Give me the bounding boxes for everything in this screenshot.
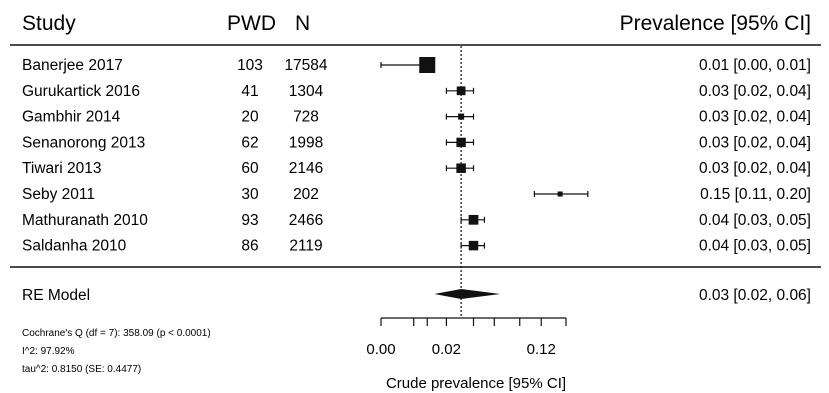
point-estimate	[557, 191, 563, 197]
study-row: Banerjee 2017 103 17584 0.01 [0.00, 0.01]	[22, 57, 811, 74]
study-name: Senanorong 2013	[22, 134, 145, 151]
study-name: Saldanha 2010	[22, 238, 127, 255]
study-name: Tiwari 2013	[22, 160, 102, 177]
study-row: Seby 2011 30 202 0.15 [0.11, 0.20]	[22, 186, 811, 203]
study-name: Seby 2011	[22, 186, 95, 203]
point-estimate	[456, 137, 466, 148]
study-pwd: 62	[241, 134, 258, 151]
header-pwd: PWD	[227, 12, 276, 35]
study-rows: Banerjee 2017 103 17584 0.01 [0.00, 0.01] Gu…	[22, 57, 811, 255]
study-pwd: 93	[241, 212, 258, 229]
study-row: Tiwari 2013 60 2146 0.03 [0.02, 0.04]	[22, 160, 811, 177]
x-axis-label: Crude prevalence [95% CI]	[386, 375, 566, 392]
study-name: Gambhir 2014	[22, 109, 121, 126]
study-estimate: 0.15 [0.11, 0.20]	[700, 186, 811, 203]
study-n: 1998	[289, 134, 323, 151]
study-estimate: 0.03 [0.02, 0.04]	[699, 83, 811, 100]
study-n: 2119	[289, 238, 322, 255]
study-row: Mathuranath 2010 93 2466 0.04 [0.03, 0.05]	[22, 212, 811, 229]
study-row: Senanorong 2013 62 1998 0.03 [0.02, 0.04]	[22, 134, 811, 151]
study-row: Gurukartick 2016 41 1304 0.03 [0.02, 0.04]	[22, 83, 811, 100]
x-axis: 0.00 0.02 0.12	[366, 317, 567, 358]
study-pwd: 41	[241, 83, 258, 100]
study-name: Gurukartick 2016	[22, 83, 140, 100]
study-pwd: 30	[241, 186, 259, 203]
study-pwd: 60	[241, 160, 259, 177]
study-n: 2466	[289, 212, 323, 229]
point-estimate	[468, 240, 479, 251]
stat-tau2: tau^2: 0.8150 (SE: 0.4477)	[22, 364, 141, 375]
summary-label: RE Model	[22, 287, 90, 304]
study-name: Banerjee 2017	[22, 57, 123, 74]
study-n: 202	[293, 186, 319, 203]
study-estimate: 0.03 [0.02, 0.04]	[699, 160, 811, 177]
study-n: 728	[293, 109, 319, 126]
header-study: Study	[22, 12, 76, 35]
summary-diamond	[434, 289, 501, 299]
study-estimate: 0.03 [0.02, 0.04]	[699, 109, 811, 126]
study-estimate: 0.01 [0.00, 0.01]	[699, 57, 811, 74]
stat-i2: I^2: 97.92%	[22, 346, 75, 357]
study-pwd: 86	[241, 238, 258, 255]
study-estimate: 0.04 [0.03, 0.05]	[699, 212, 811, 229]
x-tick-label: 0.12	[527, 341, 556, 358]
study-pwd: 103	[237, 57, 263, 74]
point-estimate	[419, 57, 436, 73]
x-tick-label: 0.00	[366, 341, 395, 358]
header-prevalence: Prevalence [95% CI]	[620, 12, 811, 35]
study-row: Gambhir 2014 20 728 0.03 [0.02, 0.04]	[22, 109, 811, 126]
study-n: 17584	[284, 57, 327, 74]
study-pwd: 20	[241, 109, 259, 126]
study-name: Mathuranath 2010	[22, 212, 148, 229]
point-estimate	[458, 113, 465, 120]
study-n: 2146	[289, 160, 323, 177]
point-estimate	[456, 163, 466, 173]
x-tick-label: 0.02	[432, 341, 461, 358]
point-estimate	[456, 86, 466, 96]
stat-q: Cochrane's Q (df = 7): 358.09 (p < 0.000…	[22, 328, 211, 339]
point-estimate	[468, 214, 479, 225]
study-estimate: 0.03 [0.02, 0.04]	[699, 134, 811, 151]
study-row: Saldanha 2010 86 2119 0.04 [0.03, 0.05]	[22, 238, 811, 255]
header-n: N	[295, 12, 310, 35]
summary-estimate: 0.03 [0.02, 0.06]	[699, 287, 811, 304]
study-n: 1304	[289, 83, 324, 100]
study-estimate: 0.04 [0.03, 0.05]	[699, 238, 811, 255]
